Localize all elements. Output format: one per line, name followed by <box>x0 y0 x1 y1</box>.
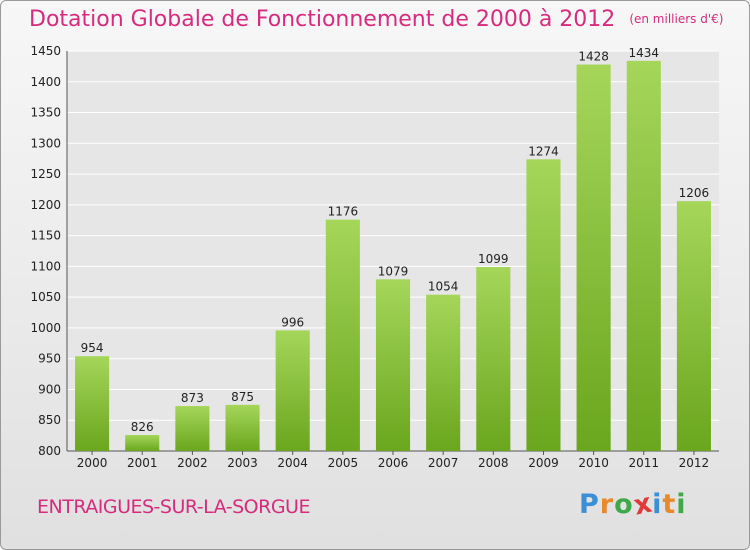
x-tick-label: 2002 <box>177 456 208 470</box>
bar <box>676 201 711 451</box>
bar <box>125 435 160 451</box>
logo-letter: i <box>652 489 663 520</box>
bar <box>476 267 511 451</box>
bar <box>426 294 461 451</box>
bar-value-label: 1434 <box>628 46 659 60</box>
x-tick-label: 2010 <box>578 456 609 470</box>
bar-value-label: 954 <box>81 341 104 355</box>
x-tick-label: 2006 <box>378 456 409 470</box>
y-tick-label: 850 <box>38 413 61 427</box>
x-tick-label: 2003 <box>227 456 258 470</box>
bar-value-label: 1428 <box>578 50 609 64</box>
bar-value-label: 826 <box>131 420 154 434</box>
logo-letter: t <box>662 489 677 520</box>
y-tick-label: 950 <box>38 352 61 366</box>
y-tick-label: 1250 <box>30 167 61 181</box>
bar <box>626 60 661 451</box>
x-tick-label: 2008 <box>478 456 509 470</box>
proxiti-logo: Proxiti <box>579 487 687 521</box>
y-tick-label: 1100 <box>30 259 61 273</box>
chart-unit-label: (en milliers d'€) <box>629 12 724 26</box>
chart-title: Dotation Globale de Fonctionnement de 20… <box>29 7 723 32</box>
x-tick-label: 2012 <box>679 456 710 470</box>
bar-value-label: 875 <box>231 390 254 404</box>
bar-value-label: 1274 <box>528 144 559 158</box>
y-tick-label: 1450 <box>30 44 61 58</box>
bar <box>526 159 561 452</box>
x-tick-label: 2004 <box>277 456 308 470</box>
y-tick-label: 1000 <box>30 321 61 335</box>
bar-value-label: 1206 <box>679 186 710 200</box>
x-tick-label: 2009 <box>528 456 559 470</box>
y-tick-label: 1200 <box>30 198 61 212</box>
y-tick-label: 1050 <box>30 290 61 304</box>
bar-value-label: 873 <box>181 391 204 405</box>
x-tick-label: 2005 <box>328 456 359 470</box>
y-tick-label: 1150 <box>30 229 61 243</box>
y-tick-label: 800 <box>38 444 61 458</box>
x-tick-label: 2007 <box>428 456 459 470</box>
x-tick-label: 2000 <box>77 456 108 470</box>
bar <box>75 356 110 451</box>
bar <box>325 219 360 451</box>
logo-letter: o <box>614 489 634 520</box>
bar <box>375 279 411 451</box>
bar <box>225 404 260 451</box>
y-tick-label: 1300 <box>30 136 61 150</box>
bar-value-label: 1054 <box>428 280 459 294</box>
bar <box>275 330 310 451</box>
y-tick-label: 1350 <box>30 106 61 120</box>
bar-value-label: 996 <box>281 315 304 329</box>
bar-value-label: 1099 <box>478 252 509 266</box>
bar <box>576 64 611 452</box>
chart-title-text: Dotation Globale de Fonctionnement de 20… <box>29 7 616 32</box>
x-tick-label: 2011 <box>628 456 659 470</box>
y-tick-label: 1400 <box>30 75 61 89</box>
logo-letter: P <box>579 489 600 520</box>
bar <box>175 406 210 451</box>
y-tick-label: 900 <box>38 382 61 396</box>
logo-letter: r <box>599 489 615 520</box>
bar-value-label: 1079 <box>378 264 409 278</box>
logo-letter: i <box>676 489 687 520</box>
x-tick-label: 2001 <box>127 456 158 470</box>
commune-name: ENTRAIGUES-SUR-LA-SORGUE <box>37 496 310 518</box>
bar-value-label: 1176 <box>328 205 359 219</box>
